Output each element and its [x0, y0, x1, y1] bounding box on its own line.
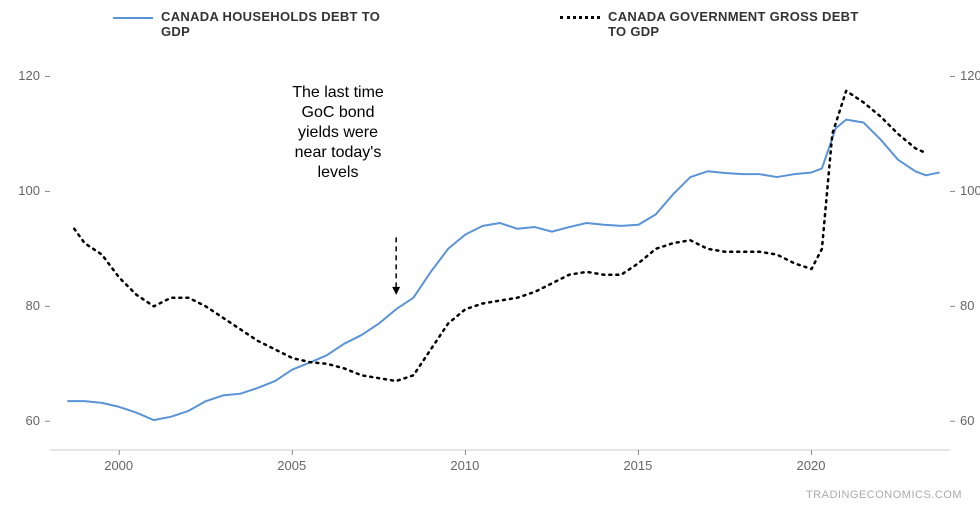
chart-svg [0, 0, 980, 509]
annotation-line-1: GoC bond [302, 104, 375, 121]
y-tick-label-left: 120 [18, 68, 40, 83]
annotation-line-2: yields were [298, 124, 378, 141]
y-tick-label-right: 60 [960, 413, 974, 428]
x-tick-label: 2020 [797, 458, 826, 473]
annotation-arrow [392, 237, 400, 294]
y-tick-label-left: 100 [18, 183, 40, 198]
chart-container: CANADA HOUSEHOLDS DEBT TO GDP CANADA GOV… [0, 0, 980, 509]
x-tick-label: 2005 [277, 458, 306, 473]
y-tick-marks [45, 76, 955, 421]
x-tick-marks [119, 450, 811, 455]
source-attribution: TRADINGECONOMICS.COM [806, 489, 962, 501]
annotation-line-0: The last time [292, 84, 384, 101]
annotation-line-3: near today's [295, 144, 382, 161]
y-tick-label-right: 120 [960, 68, 980, 83]
y-tick-label-right: 80 [960, 298, 974, 313]
series-households-line [67, 120, 939, 421]
y-tick-label-left: 60 [26, 413, 40, 428]
x-tick-label: 2000 [104, 458, 133, 473]
y-tick-label-left: 80 [26, 298, 40, 313]
y-tick-label-right: 100 [960, 183, 980, 198]
x-tick-label: 2010 [450, 458, 479, 473]
x-tick-label: 2015 [623, 458, 652, 473]
annotation-line-4: levels [318, 164, 359, 181]
series-government-line [74, 91, 926, 381]
chart-annotation: The last time GoC bond yields were near … [268, 83, 408, 183]
